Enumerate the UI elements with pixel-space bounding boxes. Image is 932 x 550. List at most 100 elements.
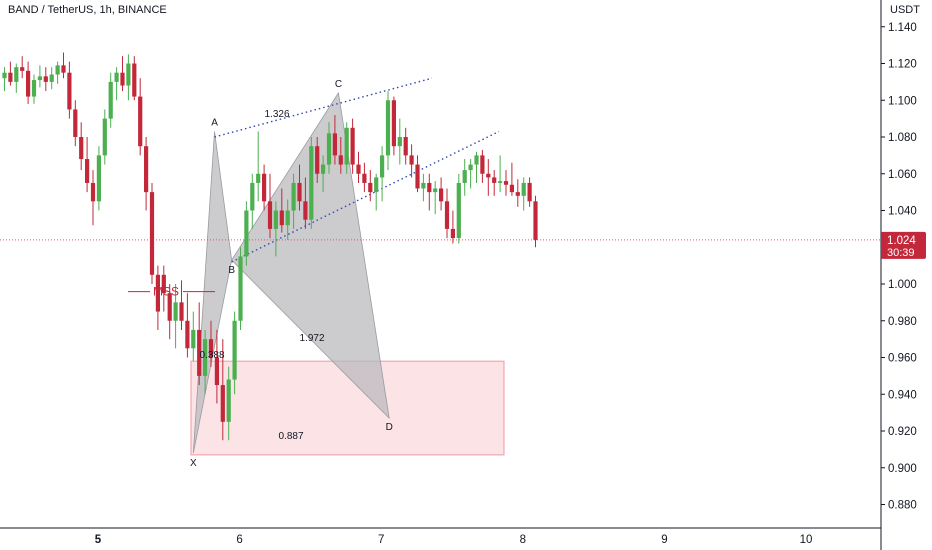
price-tick-label: 0.980 [888,316,917,328]
price-tick-label: 1.120 [888,59,917,71]
candle-down [450,228,455,239]
candle-down [73,109,78,137]
candle-up [14,67,19,82]
candle-down [356,164,361,174]
price-tick-label: 1.040 [888,206,917,218]
candle-up [380,155,385,178]
candle-down [155,274,160,312]
candle-down [533,201,538,240]
candle-down [332,133,337,156]
candle-down [486,173,491,178]
candle-down [427,182,432,193]
ratio-label: 1.326 [264,109,289,120]
price-tick-label: 1.000 [888,279,917,291]
candle-down [362,173,367,183]
price-tick-label: 1.100 [888,95,917,107]
candle-up [456,182,461,239]
price-axis[interactable]: 1.140 1.120 1.100 1.080 1.060 1.040 1.000 0.980… [880,0,926,550]
candle-up [433,188,438,193]
candle-down [267,201,273,229]
candle-down [444,201,450,229]
price-tick-label: 0.900 [888,463,917,475]
candle-up [468,164,473,171]
bar-countdown-label: 30:39 [887,247,915,259]
candle-up [96,155,101,202]
candle-down [179,302,184,321]
time-tick-label: 6 [236,534,242,546]
time-tick-label: 8 [520,534,526,546]
price-tick-label: 0.920 [888,426,917,438]
pattern-labels: X A B C D 0.388 1.326 1.972 0.887 MSS [128,79,393,469]
candle-down [338,155,343,165]
ratio-label: 0.388 [199,350,224,361]
candle-down [492,177,497,183]
candle-up [498,181,503,183]
candle-up [108,81,113,119]
candle-up [49,74,54,82]
candle-down [90,182,96,202]
candle-down [303,201,308,220]
candle-down [132,63,137,97]
candle-up [31,80,37,97]
candle-down [315,146,320,174]
candle-up [474,155,479,165]
candle-down [43,76,48,82]
candle-down [120,72,125,86]
candle-down [403,137,408,156]
candle-down [509,184,514,193]
candle-down [79,137,84,160]
candle-up [421,182,426,189]
time-tick-label: 7 [378,534,384,546]
candle-up [226,379,231,422]
candle-down [503,181,509,185]
candle-up [102,118,107,156]
point-label-c: C [335,79,342,90]
candle-up [397,137,402,147]
candle-down [415,164,420,189]
candle-up [521,182,526,196]
candle-down [67,72,72,110]
candle-up [326,133,332,165]
candle-up [203,339,208,376]
candle-down [409,155,414,165]
candle-up [285,210,290,226]
candle-down [262,173,267,202]
price-tick-label: 1.060 [888,169,917,181]
candle-up [273,210,278,229]
candle-up [291,182,296,211]
point-label-b: B [228,265,235,276]
candle-down [138,96,143,147]
candle-down [527,182,532,202]
candle-down [515,192,520,196]
candle-down [197,329,202,376]
price-tick-label: 0.880 [888,500,917,512]
price-tick-label: 1.140 [888,22,917,34]
candle-up [238,256,243,321]
candle-down [61,65,66,73]
candle-up [374,177,379,193]
candle-up [2,72,7,79]
candle-up [250,182,255,211]
currency-label: USDT [890,4,920,16]
candle-up [462,170,467,183]
price-tick-label: 0.940 [888,389,917,401]
price-tick-label: 0.960 [888,353,917,365]
point-label-x: X [190,458,197,469]
candle-up [37,76,42,81]
candle-up [244,210,249,257]
point-label-a: A [211,117,218,128]
ratio-label: 0.887 [278,431,303,442]
current-price-badge [881,231,926,259]
candle-up [309,146,314,220]
candle-up [344,127,349,165]
candle-up [256,173,261,183]
candle-up [173,302,178,321]
time-tick-label: 5 [95,534,102,546]
candle-down [8,72,13,82]
candle-down [297,182,302,202]
candle-down [149,192,155,275]
mss-label: MSS [153,285,179,299]
candle-down [214,357,219,386]
time-axis[interactable]: 5 6 7 8 9 10 [0,527,881,546]
